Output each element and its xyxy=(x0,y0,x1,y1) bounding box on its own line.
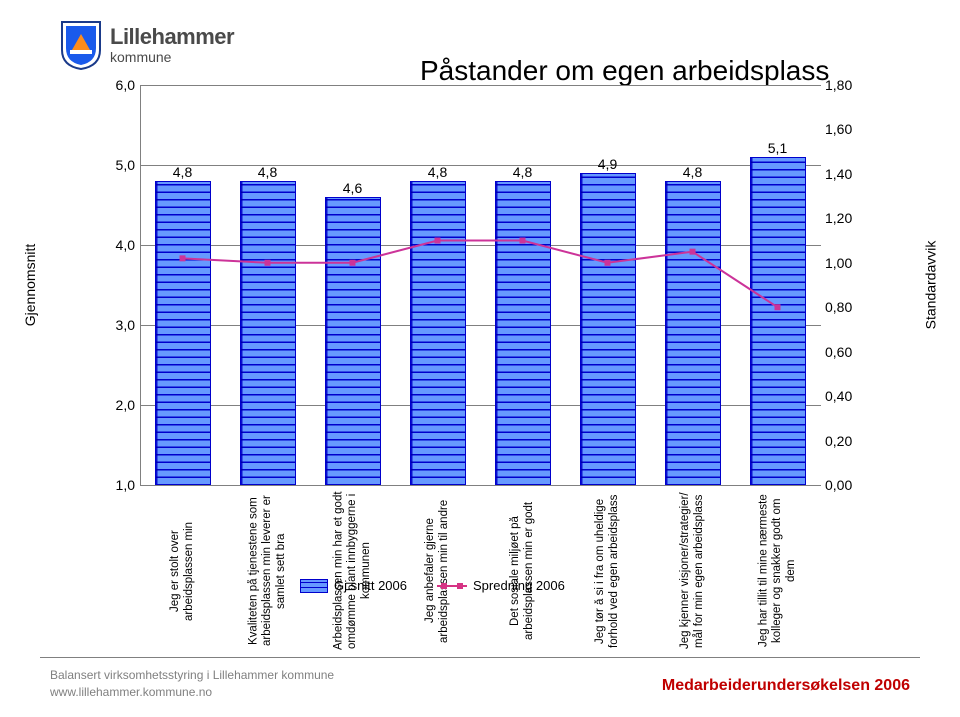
footer-rule xyxy=(40,657,920,658)
bar-value-label: 4,6 xyxy=(343,180,362,196)
y-right-title: Standardavvik xyxy=(922,241,938,330)
y-right-tick: 0,20 xyxy=(825,433,880,449)
bar: 4,8 xyxy=(240,181,296,485)
bar-value-label: 4,8 xyxy=(173,164,192,180)
y-left-tick: 3,0 xyxy=(80,317,135,333)
y-right-ticks: 0,000,200,400,600,801,001,201,401,601,80 xyxy=(820,85,880,485)
category-label: Det sosiale miljøet på arbeidsplassen mi… xyxy=(517,491,529,651)
bar: 4,6 xyxy=(325,197,381,485)
bar: 4,8 xyxy=(155,181,211,485)
y-right-tick: 0,00 xyxy=(825,477,880,493)
y-right-tick: 1,40 xyxy=(825,166,880,182)
y-left-tick: 1,0 xyxy=(80,477,135,493)
logo-text: Lillehammer kommune xyxy=(110,26,234,64)
y-left-title: Gjennomsnitt xyxy=(22,244,38,326)
legend-line: Spredning 2006 xyxy=(437,578,565,593)
legend-line-swatch xyxy=(437,585,467,587)
y-right-tick: 0,40 xyxy=(825,388,880,404)
bar: 4,8 xyxy=(495,181,551,485)
category-label: Arbeidsplassen min har et godt omdømme b… xyxy=(347,491,359,651)
footer: Balansert virksomhetsstyring i Lillehamm… xyxy=(0,657,960,717)
bar: 4,8 xyxy=(410,181,466,485)
bar-value-label: 4,8 xyxy=(683,164,702,180)
bars-layer: 4,84,84,64,84,84,94,85,1 xyxy=(140,85,820,485)
bar-value-label: 4,8 xyxy=(258,164,277,180)
footer-left-line1: Balansert virksomhetsstyring i Lillehamm… xyxy=(50,667,334,684)
legend-bar-label: Gj.snitt 2006 xyxy=(334,578,407,593)
category-labels: Jeg er stolt over arbeidsplassen min Kval… xyxy=(140,485,820,655)
footer-left-line2: www.lillehammer.kommune.no xyxy=(50,684,334,701)
category-label: Jeg er stolt over arbeidsplassen min xyxy=(177,491,189,651)
slide: { "logo": {"line1":"Lillehammer","line2"… xyxy=(0,0,960,717)
y-left-tick: 6,0 xyxy=(80,77,135,93)
y-left-tick: 4,0 xyxy=(80,237,135,253)
legend-line-label: Spredning 2006 xyxy=(473,578,565,593)
bar: 4,9 xyxy=(580,173,636,485)
y-left-tick: 2,0 xyxy=(80,397,135,413)
bar-value-label: 4,8 xyxy=(513,164,532,180)
legend-bar-swatch xyxy=(300,579,328,593)
legend: Gj.snitt 2006 Spredning 2006 xyxy=(300,578,565,593)
category-label: Jeg har tillit til mine nærmeste kollege… xyxy=(772,491,784,651)
y-left-tick: 5,0 xyxy=(80,157,135,173)
footer-left: Balansert virksomhetsstyring i Lillehamm… xyxy=(50,667,334,701)
y-left-ticks: 1,02,03,04,05,06,0 xyxy=(80,85,140,485)
y-right-tick: 0,80 xyxy=(825,299,880,315)
y-left-title-wrap: Gjennomsnitt xyxy=(20,85,40,485)
logo-line1: Lillehammer xyxy=(110,26,234,48)
shield-icon xyxy=(60,20,102,70)
chart-area: 1,02,03,04,05,06,0 0,000,200,400,600,801… xyxy=(80,85,880,575)
bar-value-label: 5,1 xyxy=(768,140,787,156)
logo-line2: kommune xyxy=(110,50,234,64)
y-right-tick: 1,80 xyxy=(825,77,880,93)
y-right-tick: 0,60 xyxy=(825,344,880,360)
y-right-tick: 1,20 xyxy=(825,210,880,226)
chart-title: Påstander om egen arbeidsplass xyxy=(420,55,829,87)
category-label: Kvaliteten på tjenestene som arbeidsplas… xyxy=(262,491,274,651)
logo: Lillehammer kommune xyxy=(60,20,234,70)
y-right-tick: 1,60 xyxy=(825,121,880,137)
category-label: Jeg tør å si i fra om uheldige forhold v… xyxy=(602,491,614,651)
category-label: Jeg kjenner visjoner/strategier/ mål for… xyxy=(687,491,699,651)
bar: 5,1 xyxy=(750,157,806,485)
bar-value-label: 4,9 xyxy=(598,156,617,172)
y-right-tick: 1,00 xyxy=(825,255,880,271)
category-label: Jeg anbefaler gjerne arbeidsplassen min … xyxy=(432,491,444,651)
y-right-title-wrap: Standardavvik xyxy=(920,85,940,485)
footer-right: Medarbeiderundersøkelsen 2006 xyxy=(662,677,910,695)
bar: 4,8 xyxy=(665,181,721,485)
bar-value-label: 4,8 xyxy=(428,164,447,180)
legend-bar: Gj.snitt 2006 xyxy=(300,578,407,593)
